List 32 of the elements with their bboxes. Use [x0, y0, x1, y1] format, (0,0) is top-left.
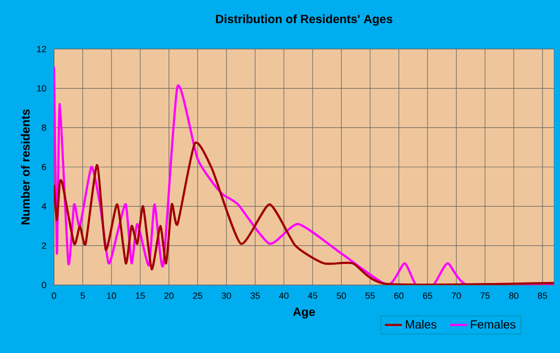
y-tick-label: 2 — [42, 242, 46, 249]
legend-label: Males — [406, 320, 436, 329]
y-tick-label: 6 — [42, 164, 46, 170]
x-tick-label: 60 — [394, 292, 404, 299]
x-tick-label: 55 — [365, 292, 375, 299]
y-tick-label: 12 — [37, 46, 46, 52]
x-tick-label: 35 — [250, 292, 260, 299]
x-tick-label: 85 — [538, 292, 548, 299]
x-tick-label: 80 — [509, 292, 518, 299]
x-tick-label: 30 — [222, 292, 232, 299]
y-tick-label: 10 — [37, 85, 46, 92]
x-tick-label: 15 — [136, 292, 145, 299]
line-series — [54, 142, 554, 285]
line-series — [54, 66, 554, 285]
legend-label: Females — [470, 320, 516, 329]
x-tick-label: 45 — [308, 292, 318, 299]
y-tick-label: 0 — [42, 282, 46, 288]
y-tick-label: 8 — [42, 124, 46, 131]
x-tick-label: 65 — [423, 292, 432, 299]
x-tick-label: 5 — [80, 292, 85, 299]
x-tick-label: 40 — [279, 292, 289, 299]
y-axis-title: Number of residents — [20, 109, 30, 224]
x-tick-label: 75 — [480, 292, 490, 299]
x-tick-label: 50 — [336, 292, 346, 299]
x-tick-label: 20 — [164, 292, 174, 299]
x-tick-label: 0 — [52, 292, 56, 299]
y-tick-label: 4 — [42, 203, 46, 210]
chart-title: Distribution of Residents' Ages — [216, 14, 392, 26]
x-tick-label: 70 — [452, 292, 461, 299]
x-axis-title: Age — [293, 308, 315, 318]
x-tick-label: 10 — [107, 292, 116, 299]
x-tick-label: 25 — [193, 292, 202, 299]
